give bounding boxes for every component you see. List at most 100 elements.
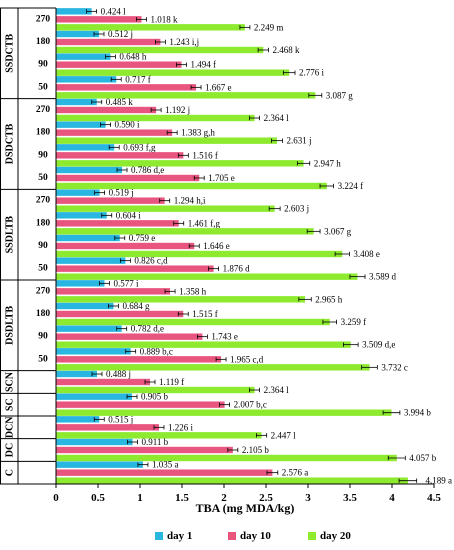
bar bbox=[56, 401, 225, 408]
bar bbox=[56, 129, 173, 136]
bar bbox=[56, 318, 330, 326]
group-label: SSDLTB bbox=[5, 216, 16, 254]
bar bbox=[56, 265, 214, 272]
bar bbox=[56, 121, 106, 128]
group-label: C bbox=[5, 469, 16, 476]
bar bbox=[56, 189, 100, 196]
bar bbox=[56, 166, 123, 174]
data-label: 1.667 e bbox=[205, 82, 232, 92]
bar bbox=[56, 106, 157, 114]
bar bbox=[56, 325, 122, 332]
data-label: 0.684 g bbox=[122, 301, 149, 311]
data-label: 3.732 c bbox=[381, 362, 408, 372]
data-label: 0.512 j bbox=[108, 29, 133, 39]
bar bbox=[56, 152, 184, 159]
legend-swatch bbox=[228, 532, 236, 540]
legend-label: day 20 bbox=[320, 530, 351, 542]
data-label: 1.294 h,i bbox=[174, 196, 206, 206]
data-label: 0.590 i bbox=[115, 120, 141, 130]
bar bbox=[56, 220, 179, 227]
x-axis: SSDCTB 270 180 90 50 DSDCTB 270 180 90 50 SSDLTB 27… bbox=[0, 7, 441, 515]
bar bbox=[56, 454, 397, 462]
x-tick-label: 2.5 bbox=[259, 492, 273, 504]
group-label: DC bbox=[5, 443, 16, 457]
bar bbox=[56, 46, 264, 54]
data-label: 0.488 j bbox=[106, 369, 131, 379]
bar bbox=[56, 144, 115, 151]
group-label: DCN bbox=[5, 416, 16, 438]
bar bbox=[56, 446, 233, 454]
bar bbox=[56, 438, 133, 446]
subcategory-label: 270 bbox=[36, 14, 51, 24]
data-label: 3.087 g bbox=[326, 90, 354, 100]
data-label: 0.424 l bbox=[101, 6, 127, 16]
subcategory-label: 50 bbox=[38, 173, 48, 183]
data-label: 0.717 f bbox=[125, 74, 151, 84]
bar bbox=[56, 310, 184, 318]
subcategory-label: 270 bbox=[36, 105, 51, 115]
x-tick-label: 4 bbox=[389, 492, 395, 504]
data-label: 2.603 j bbox=[284, 204, 309, 214]
subcategory-label: 270 bbox=[36, 286, 51, 296]
data-label: 0.759 e bbox=[129, 233, 156, 243]
data-label: 3.224 f bbox=[338, 181, 364, 191]
data-label: 2.776 i bbox=[299, 68, 325, 78]
subcategory-label: 90 bbox=[38, 241, 48, 251]
data-label: 1.705 e bbox=[208, 173, 235, 183]
data-label: 0.911 b bbox=[142, 437, 169, 447]
bar bbox=[56, 24, 245, 31]
bar bbox=[56, 242, 195, 250]
bar bbox=[56, 333, 203, 340]
x-tick-label: 0.5 bbox=[91, 492, 105, 504]
data-label: 3.259 f bbox=[341, 317, 367, 327]
legend-swatch bbox=[308, 532, 316, 540]
bar bbox=[56, 174, 200, 182]
plot-area: 0.424 l 1.018 k 2.249 m 0.512 j 1.243 i,j 2.4… bbox=[56, 6, 452, 486]
bar bbox=[56, 84, 197, 91]
subcategory-label: 90 bbox=[38, 60, 48, 70]
group-label: DSDCTB bbox=[5, 123, 16, 164]
data-label: 2.364 l bbox=[264, 113, 290, 123]
bar bbox=[56, 409, 392, 416]
legend-swatch bbox=[155, 532, 163, 540]
data-label: 1.876 d bbox=[223, 264, 251, 274]
bar bbox=[56, 8, 92, 15]
data-label: 1.515 f bbox=[192, 309, 218, 319]
subcategory-label: 50 bbox=[38, 82, 48, 92]
bar bbox=[56, 393, 133, 400]
bar bbox=[56, 432, 262, 439]
bar bbox=[56, 228, 314, 235]
bar bbox=[56, 386, 255, 394]
subcategory-label: 50 bbox=[38, 354, 48, 364]
data-label: 0.648 h bbox=[119, 52, 147, 62]
data-label: 1.743 e bbox=[211, 332, 238, 342]
data-label: 1.461 f,g bbox=[188, 218, 221, 228]
data-label: 2.249 m bbox=[254, 22, 284, 32]
bar bbox=[56, 197, 165, 204]
bar bbox=[56, 30, 100, 38]
data-label: 0.515 j bbox=[108, 414, 133, 424]
bar bbox=[56, 182, 327, 190]
data-label: 2.576 a bbox=[282, 468, 309, 478]
data-label: 0.604 i bbox=[116, 210, 141, 220]
bar bbox=[56, 114, 255, 122]
group-label: DSDLTB bbox=[5, 305, 16, 344]
bar bbox=[56, 461, 143, 468]
data-label: 2.007 b,c bbox=[234, 400, 267, 410]
x-tick-label: 1.5 bbox=[175, 492, 189, 504]
subcategory-label: 180 bbox=[36, 128, 51, 138]
bar bbox=[56, 477, 408, 484]
group-label: SSDCTB bbox=[5, 34, 16, 73]
data-label: 1.035 a bbox=[152, 460, 179, 470]
subcategory-label: 90 bbox=[38, 332, 48, 342]
bar bbox=[56, 364, 370, 371]
bar bbox=[56, 257, 126, 264]
x-axis-label: TBA (mg MDA/kg) bbox=[196, 501, 295, 515]
subcategory-label: 50 bbox=[38, 264, 48, 274]
x-tick-label: 2 bbox=[221, 492, 227, 504]
data-label: 0.905 b bbox=[141, 392, 169, 402]
bar bbox=[56, 288, 171, 295]
bar bbox=[56, 137, 278, 144]
bar bbox=[56, 61, 182, 68]
